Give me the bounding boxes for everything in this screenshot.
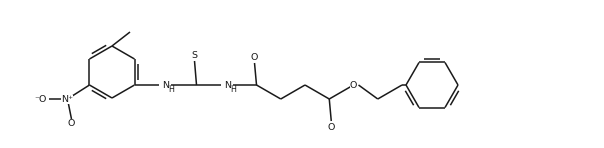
Text: N: N (225, 81, 231, 90)
Text: ⁻O: ⁻O (34, 95, 47, 103)
Text: O: O (68, 119, 75, 128)
Text: H: H (231, 86, 236, 95)
Text: O: O (327, 123, 335, 132)
Text: O: O (350, 81, 357, 90)
Text: S: S (191, 50, 198, 59)
Text: H: H (169, 86, 175, 95)
Text: N: N (162, 81, 170, 90)
Text: N⁺: N⁺ (62, 95, 74, 103)
Text: O: O (251, 53, 258, 62)
